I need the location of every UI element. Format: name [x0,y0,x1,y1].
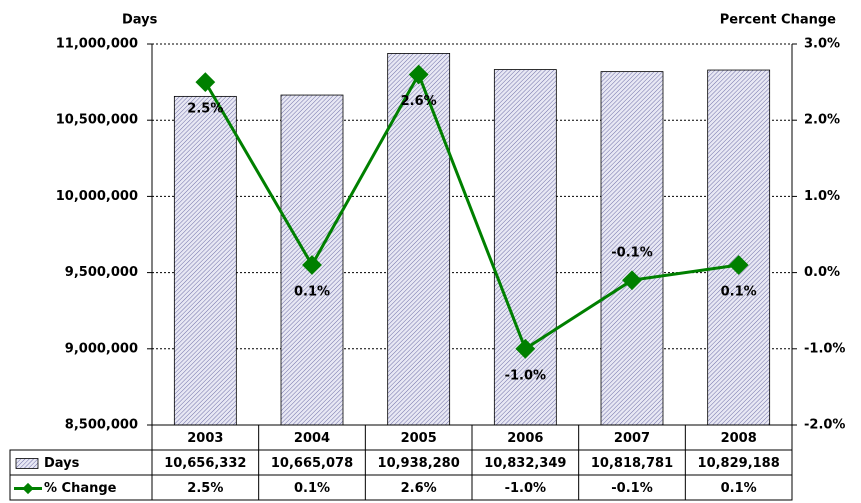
marker [302,255,322,275]
data-label: -0.1% [611,246,652,261]
table-cell: 10,832,349 [484,456,566,471]
x-tick-label: 2008 [721,431,757,446]
x-tick-label: 2003 [187,431,223,446]
bar [173,95,237,426]
table-cell: 10,818,781 [591,456,673,471]
y2-tick-label: -2.0% [804,418,845,433]
table-cell: 0.1% [721,481,757,496]
y2-axis-title: Percent Change [720,13,836,28]
line [204,70,739,352]
marker [515,338,536,359]
table-cell: -0.1% [611,481,652,496]
table-cell: 10,938,280 [378,456,460,471]
bar [707,69,771,426]
legend-swatch [15,458,39,469]
y2-tick-label: 0.0% [804,265,840,280]
legend-label: % Change [44,481,117,496]
y2-tick-label: 1.0% [804,189,840,204]
table-cell: 2.6% [401,481,437,496]
table-cell: 10,665,078 [271,456,353,471]
bar [600,71,664,426]
bar [493,69,557,426]
y-tick-label: 9,000,000 [65,341,138,356]
y2-tick-label: -1.0% [804,341,845,356]
x-tick-label: 2007 [614,431,650,446]
data-label: 0.1% [721,284,757,299]
y-axis-title: Days [122,13,158,28]
x-tick-label: 2005 [401,431,437,446]
legend-marker [22,482,34,495]
y-tick-label: 10,500,000 [56,113,138,128]
marker [728,255,749,275]
y-tick-label: 9,500,000 [65,265,138,280]
table-cell: 0.1% [294,481,330,496]
data-label: 2.5% [187,102,223,117]
y-tick-label: 11,000,000 [56,37,138,52]
y-tick-label: 10,000,000 [56,189,138,204]
table-cell: 2.5% [187,481,223,496]
legend-label: Days [44,456,80,471]
marker [622,270,642,291]
x-tick-label: 2004 [294,431,330,446]
y2-tick-label: 2.0% [804,113,840,128]
data-label: 0.1% [294,284,330,299]
table-cell: 10,656,332 [164,456,246,471]
data-label: -1.0% [505,368,546,383]
marker [408,64,429,85]
bar [387,53,451,426]
x-tick-label: 2006 [507,431,543,446]
y2-tick-label: 3.0% [804,37,840,52]
y-tick-label: 8,500,000 [65,418,138,433]
data-label: 2.6% [401,94,437,109]
table-cell: -1.0% [505,481,546,496]
marker [195,72,216,92]
table-cell: 10,829,188 [698,456,780,471]
